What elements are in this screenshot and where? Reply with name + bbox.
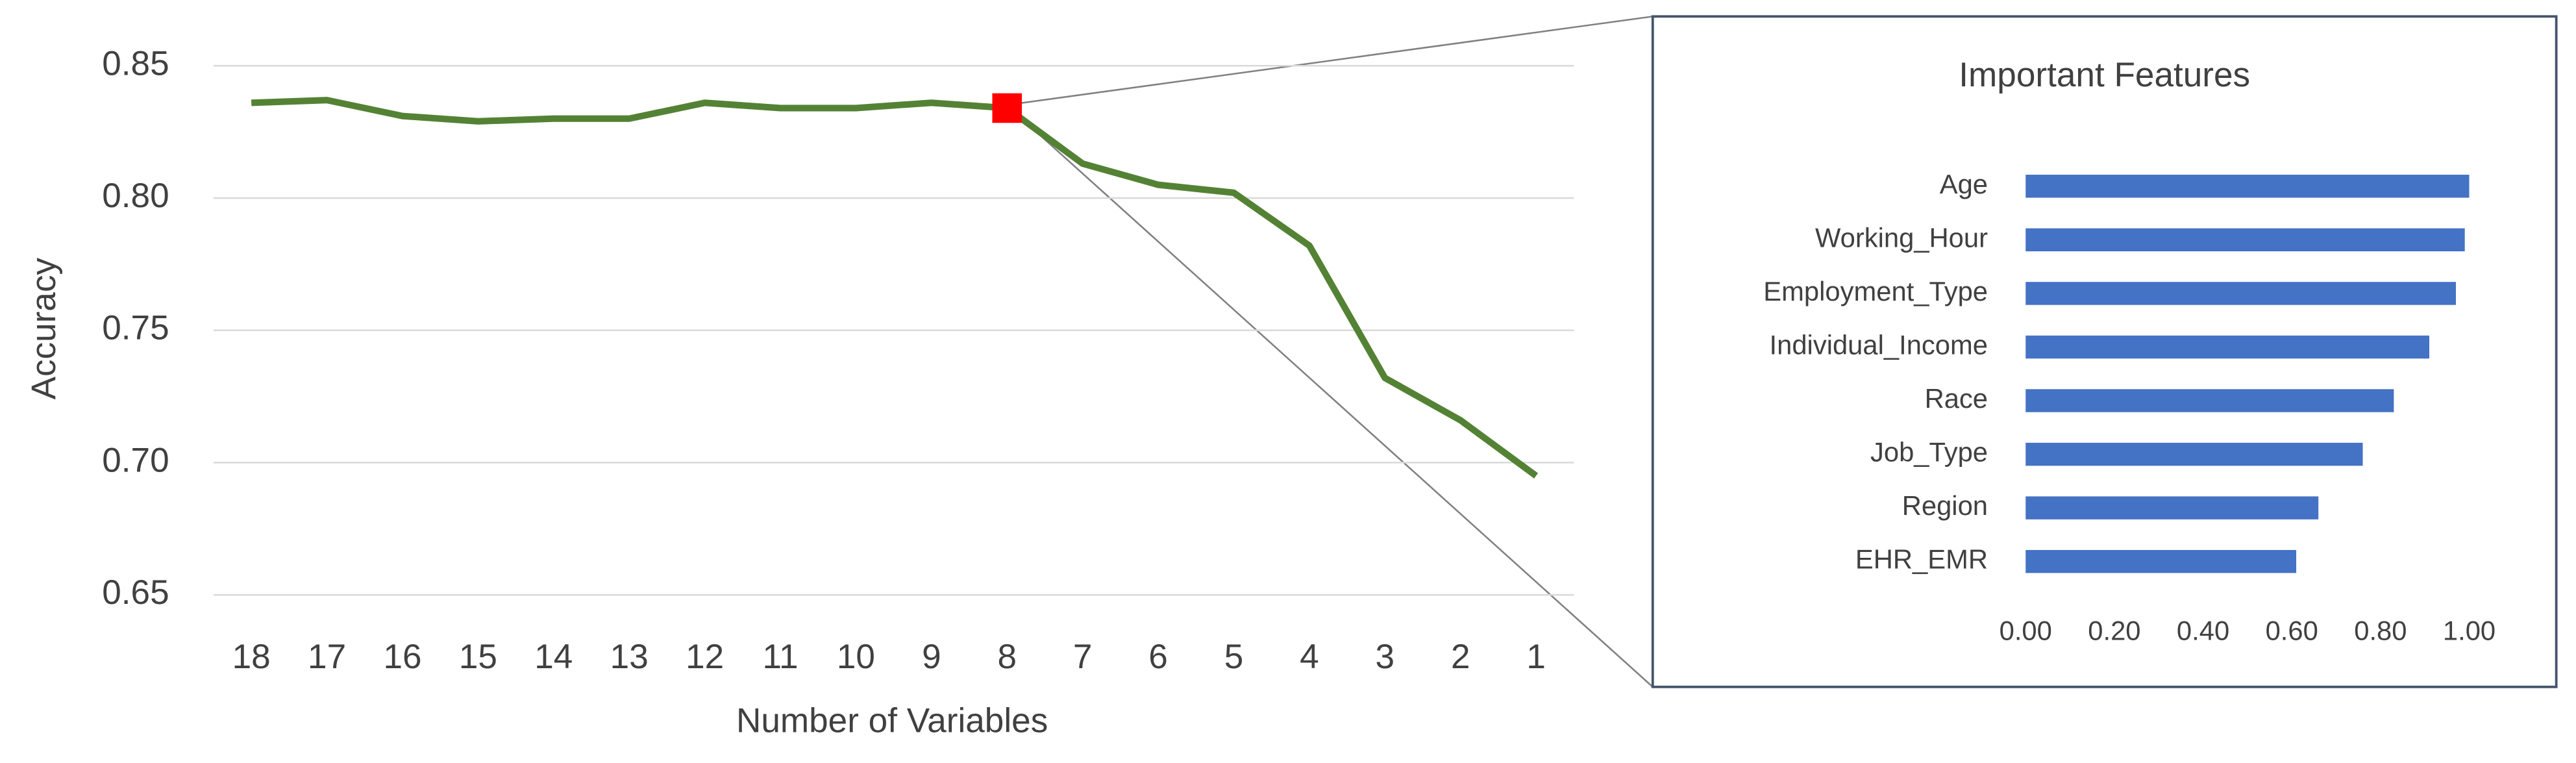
bar: [2025, 175, 2470, 198]
y-tick-label: EHR_EMR: [1855, 544, 1988, 575]
x-tick-label: 6: [1148, 638, 1168, 676]
y-tick-label: Working_Hour: [1815, 222, 1988, 253]
x-tick-label: 13: [610, 638, 649, 676]
x-tick-label: 2: [1451, 638, 1470, 676]
y-tick-label: Individual_Income: [1770, 329, 1988, 360]
y-tick-label: 0.70: [102, 441, 169, 479]
x-tick-label: 12: [686, 638, 724, 676]
x-tick-label: 8: [997, 638, 1017, 676]
y-tick-label: 0.65: [102, 573, 169, 612]
x-tick-label: 4: [1300, 638, 1319, 676]
x-tick-label: 17: [308, 638, 346, 676]
x-tick-label: 3: [1376, 638, 1395, 676]
x-tick-label: 15: [459, 638, 497, 676]
x-tick-label: 10: [837, 638, 875, 676]
x-tick-label: 14: [534, 638, 573, 676]
x-tick-label: 18: [232, 638, 271, 676]
x-tick-label: 11: [762, 638, 798, 676]
bar: [2025, 389, 2394, 412]
zoom-line: [1005, 16, 1653, 106]
line-series: [251, 97, 1539, 479]
x-tick-label: 0.40: [2177, 615, 2229, 645]
bar: [2025, 442, 2363, 466]
x-tick-label: 7: [1073, 638, 1093, 676]
bar: [2025, 549, 2297, 573]
y-tick-label: 0.85: [102, 44, 169, 82]
x-tick-label: 1: [1526, 638, 1546, 676]
inset-title: Important Features: [1959, 56, 2250, 94]
zoom-line: [1026, 122, 1653, 688]
x-tick-label: 1.00: [2443, 615, 2496, 645]
y-tick-label: Employment_Type: [1763, 276, 1988, 306]
x-tick-label: 0.80: [2354, 615, 2407, 645]
highlight-marker: [992, 93, 1022, 123]
y-tick-label: 0.80: [102, 177, 169, 215]
x-tick-label: 0.60: [2266, 615, 2318, 645]
y-tick-label: Race: [1925, 383, 1988, 414]
x-tick-label: 0.00: [2000, 615, 2052, 645]
bar: [2025, 282, 2457, 305]
x-axis-label: Number of Variables: [736, 702, 1048, 740]
x-tick-label: 5: [1224, 638, 1244, 676]
bar: [2025, 335, 2430, 359]
y-tick-label: 0.75: [102, 309, 169, 347]
y-tick-label: Region: [1902, 490, 1988, 521]
y-tick-label: Age: [1940, 169, 1988, 199]
x-tick-label: 0.20: [2088, 615, 2140, 645]
bar: [2025, 228, 2465, 252]
y-axis-label: Accuracy: [25, 257, 63, 399]
bar: [2025, 496, 2319, 519]
x-tick-label: 16: [383, 638, 421, 676]
y-tick-label: Job_Type: [1870, 437, 1988, 468]
x-tick-label: 9: [922, 638, 941, 676]
